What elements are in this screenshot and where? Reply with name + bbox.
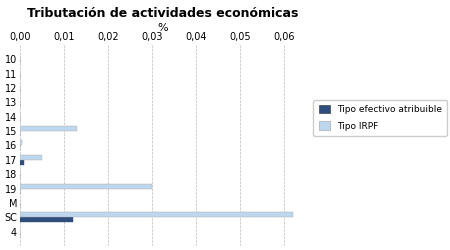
- Bar: [20, 155, 42, 160]
- Bar: [20, 212, 293, 217]
- Bar: [20, 217, 72, 222]
- Title: Tributación de actividades económicas: Tributación de actividades económicas: [27, 7, 299, 20]
- X-axis label: %: %: [158, 23, 168, 33]
- Bar: [20, 126, 77, 131]
- Legend: Tipo efectivo atribuible, Tipo IRPF: Tipo efectivo atribuible, Tipo IRPF: [313, 100, 447, 136]
- Bar: [20, 184, 152, 188]
- Bar: [20, 140, 22, 145]
- Bar: [20, 160, 24, 165]
